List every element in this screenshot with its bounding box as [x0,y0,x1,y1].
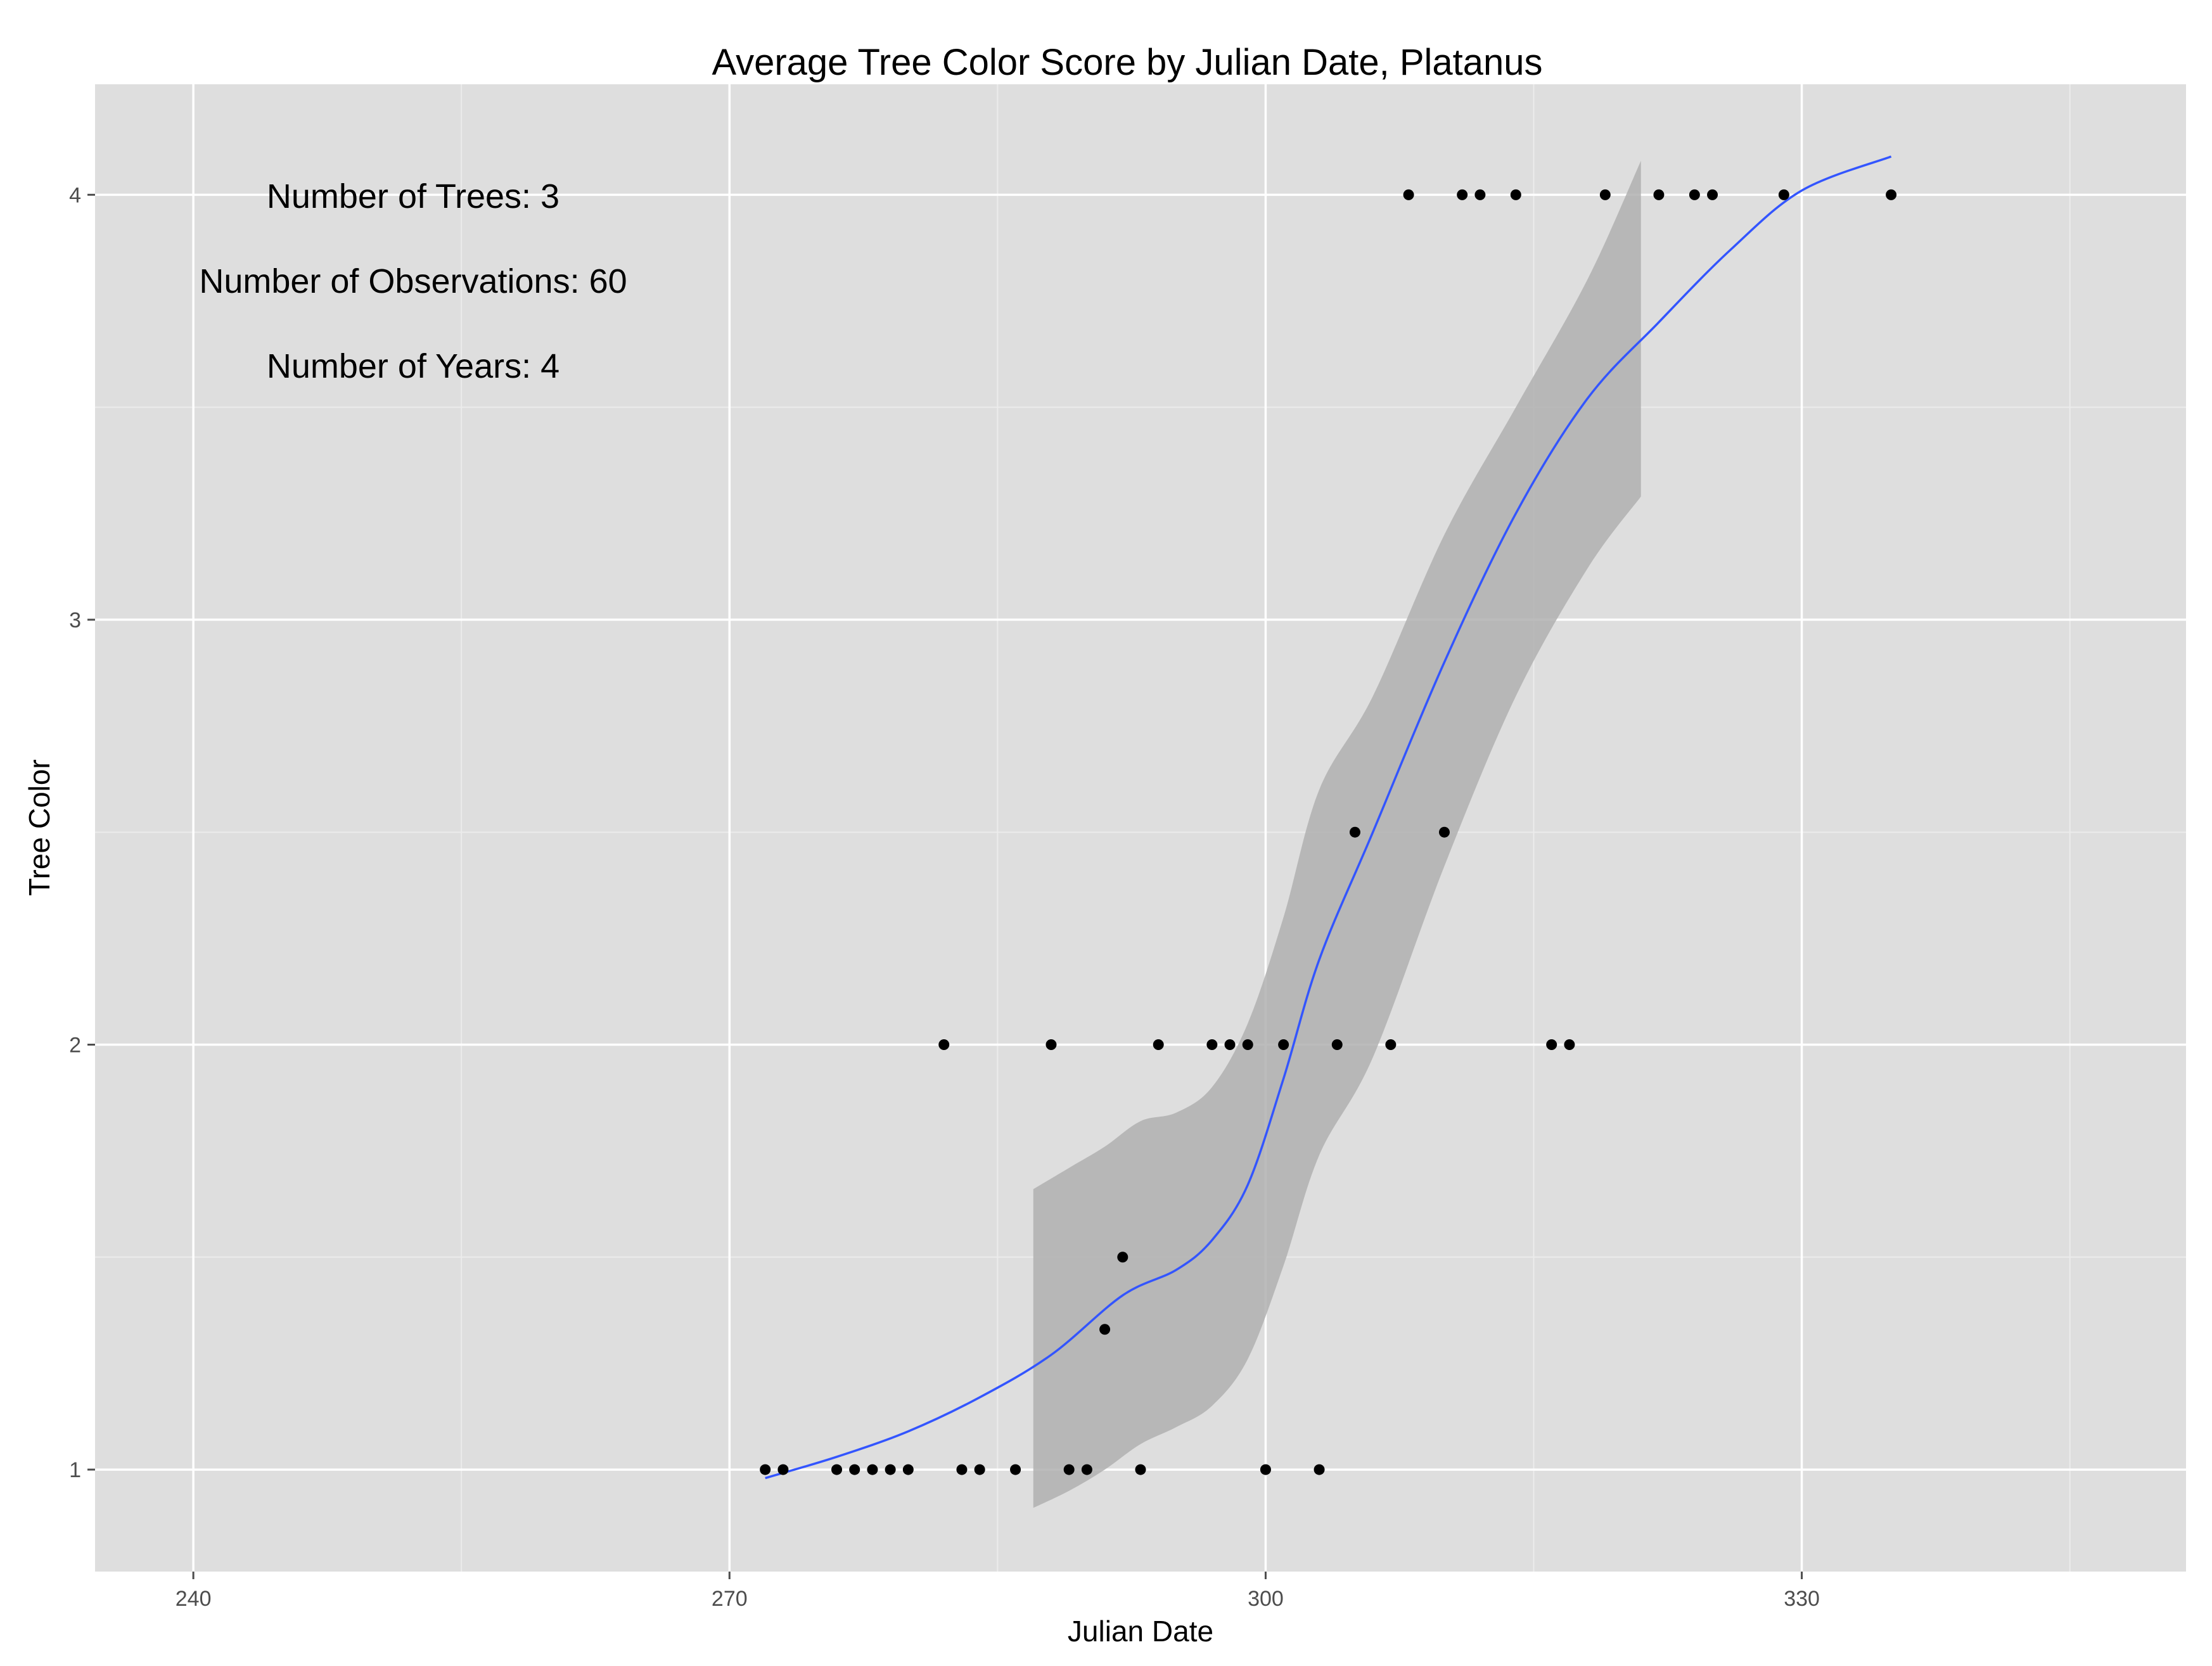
data-point [831,1464,843,1475]
x-tick-label: 330 [1784,1587,1820,1611]
data-point [1081,1464,1092,1475]
data-point [1206,1039,1218,1050]
data-point [849,1464,860,1475]
data-point [777,1464,789,1475]
annotation-years: Number of Years: 4 [267,347,559,385]
data-point [867,1464,878,1475]
data-point [1153,1039,1164,1050]
data-point [1546,1039,1557,1050]
y-tick-label: 1 [69,1458,81,1482]
data-point [956,1464,968,1475]
data-point [1045,1039,1057,1050]
x-tick-label: 270 [712,1587,748,1611]
data-point [902,1464,914,1475]
data-point [1689,189,1700,200]
annotations: Number of Trees: 3 Number of Observation… [199,177,627,385]
x-tick-label: 300 [1248,1587,1284,1611]
y-tick-label: 4 [69,183,81,207]
smooth-line [765,155,1892,1480]
y-tick-label: 2 [69,1033,81,1057]
data-point [974,1464,985,1475]
data-point [1331,1039,1343,1050]
x-axis-title: Julian Date [1068,1615,1213,1648]
data-point [1117,1252,1128,1263]
major-gridlines [95,84,2186,1572]
data-point [885,1464,896,1475]
data-point [1260,1464,1271,1475]
data-point [1063,1464,1075,1475]
x-axis: 240 270 300 330 [176,1572,1820,1611]
annotation-trees: Number of Trees: 3 [267,177,559,215]
confidence-band [1033,160,1641,1508]
confidence-band-layer [1033,160,1641,1508]
data-point [1403,189,1414,200]
data-point [1349,826,1360,838]
annotation-observations: Number of Observations: 60 [199,262,627,300]
y-axis-title: Tree Color [23,759,56,896]
data-point [1474,189,1486,200]
data-point [1278,1039,1289,1050]
data-point [1599,189,1611,200]
minor-gridlines [95,84,2186,1572]
data-point [1457,189,1468,200]
data-point [1242,1039,1253,1050]
data-point [1099,1324,1111,1335]
y-tick-label: 3 [69,608,81,632]
x-tick-label: 240 [176,1587,212,1611]
data-point [760,1464,771,1475]
data-point [1778,189,1789,200]
data-point [1438,826,1450,838]
data-point [1886,189,1897,200]
data-point [1010,1464,1021,1475]
data-point [1510,189,1521,200]
data-point [1653,189,1665,200]
chart-title: Average Tree Color Score by Julian Date,… [712,42,1542,83]
y-axis: 1 2 3 4 [69,183,95,1482]
data-point [1707,189,1718,200]
data-point [1314,1464,1325,1475]
data-point [1385,1039,1397,1050]
data-point [938,1039,950,1050]
points-layer [760,189,1897,1475]
data-point [1564,1039,1575,1050]
smooth-line-layer [765,155,1892,1480]
data-point [1224,1039,1236,1050]
data-point [1135,1464,1146,1475]
